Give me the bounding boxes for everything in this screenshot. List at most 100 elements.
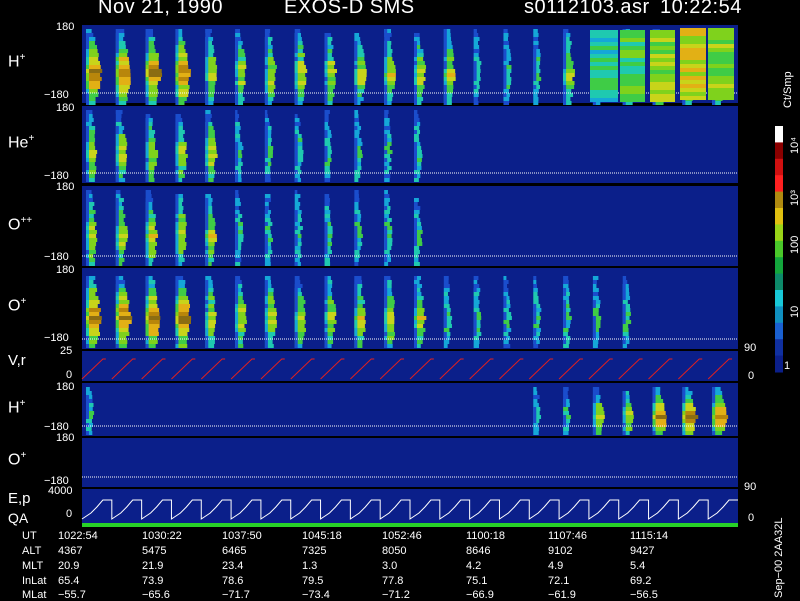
spectrogram-cell bbox=[294, 170, 302, 174]
spectrogram-cell bbox=[294, 222, 301, 226]
spectrogram-cell bbox=[354, 85, 366, 89]
spectrogram-cell bbox=[86, 210, 96, 214]
spectrogram-cell bbox=[235, 178, 239, 182]
spectrogram-cell bbox=[590, 74, 618, 78]
spectrogram-cell bbox=[205, 238, 217, 242]
spectrogram-cell bbox=[145, 126, 153, 130]
spectrogram-cell bbox=[533, 328, 537, 332]
spectrogram-cell bbox=[533, 61, 537, 65]
spectrogram-cell bbox=[563, 85, 567, 89]
spectrogram-cell bbox=[563, 312, 567, 316]
spectrogram-cell bbox=[650, 46, 675, 50]
spectrogram-cell bbox=[115, 69, 131, 73]
spectrogram-cell bbox=[563, 37, 570, 41]
colorbar-segment bbox=[775, 126, 783, 143]
spectrogram-cell bbox=[650, 62, 675, 66]
spectrogram-cell bbox=[175, 242, 187, 246]
spectrogram-cell bbox=[414, 142, 421, 146]
spectrogram-cell bbox=[145, 340, 158, 344]
y-tick-top: 25 bbox=[60, 345, 73, 357]
spectrogram-cell bbox=[590, 30, 618, 34]
spectrogram-cell bbox=[175, 73, 191, 77]
spectrogram-cell bbox=[235, 296, 243, 300]
spectrogram-cell bbox=[384, 292, 393, 296]
spectrogram-cell bbox=[473, 312, 481, 316]
spectrogram-cell bbox=[145, 69, 149, 73]
spectrogram-cell bbox=[622, 391, 630, 395]
spectrogram-cell bbox=[145, 174, 149, 178]
spectrogram-cell bbox=[650, 74, 675, 78]
spectrogram-cell bbox=[205, 202, 209, 206]
spectrogram-cell bbox=[235, 254, 241, 258]
spectrogram-cell bbox=[294, 258, 300, 262]
spectrogram-cell bbox=[205, 284, 209, 288]
spectrogram-cell bbox=[205, 134, 209, 138]
spectrogram-cell bbox=[86, 33, 89, 37]
spectrogram-cell bbox=[235, 328, 239, 332]
spectrogram-cell bbox=[205, 332, 209, 336]
spectrogram-cell bbox=[563, 304, 567, 308]
table-cell: 1022:54 bbox=[58, 530, 98, 542]
spectrogram-cell bbox=[235, 238, 239, 242]
colorbar-segment bbox=[775, 191, 783, 209]
spectrogram-cell bbox=[324, 49, 328, 53]
spectrogram-cell bbox=[86, 214, 94, 218]
colorbar-segment bbox=[775, 290, 783, 307]
spectrogram-cell bbox=[503, 77, 507, 81]
spectrogram-cell bbox=[652, 395, 662, 399]
spectrogram-cell bbox=[294, 332, 305, 336]
spectrogram-cell bbox=[205, 226, 209, 230]
spectrogram-cell bbox=[145, 250, 149, 254]
spectrogram-cell bbox=[235, 332, 239, 336]
spectrogram-cell bbox=[324, 89, 328, 93]
spectrogram-cell bbox=[175, 69, 179, 73]
spectrogram-cell bbox=[205, 214, 213, 218]
spectrogram-cell bbox=[86, 415, 94, 419]
spectrogram-cell bbox=[86, 174, 95, 178]
spectrogram-cell bbox=[563, 85, 575, 89]
colorbar-tick: 1 bbox=[784, 360, 791, 372]
spectrogram-cell bbox=[324, 246, 331, 250]
spectrogram-cell bbox=[443, 89, 454, 93]
spectrogram-cell bbox=[115, 262, 123, 266]
spectrogram-cell bbox=[264, 280, 268, 284]
spectrogram-cell bbox=[115, 101, 127, 105]
spectrogram-cell bbox=[354, 65, 358, 69]
spectrogram-cell bbox=[294, 308, 298, 312]
spectrogram-cell bbox=[115, 170, 119, 174]
spectrogram-cell bbox=[324, 296, 328, 300]
spectrogram-cell bbox=[235, 150, 242, 154]
spectrogram-cell bbox=[443, 41, 447, 45]
spectrogram-cell bbox=[115, 61, 119, 65]
spectrogram-cell bbox=[86, 65, 101, 69]
spectrogram-cell bbox=[86, 292, 89, 296]
spectrogram-cell bbox=[354, 101, 358, 105]
spectrogram-cell bbox=[145, 206, 149, 210]
spectrogram-cell bbox=[235, 308, 247, 312]
spectrogram-cell bbox=[503, 344, 507, 348]
spectrogram-cell bbox=[175, 57, 188, 61]
spectrogram-cell bbox=[620, 38, 645, 42]
spectrogram-cell bbox=[205, 174, 209, 178]
spectrogram-cell bbox=[354, 246, 358, 250]
spectrogram-cell bbox=[145, 320, 149, 324]
spectrogram-cell bbox=[175, 33, 179, 37]
spectrogram-cell bbox=[264, 97, 268, 101]
y-tick-bottom: −180 bbox=[44, 251, 69, 263]
spectrogram-cell bbox=[294, 81, 298, 85]
spectrogram-cell bbox=[592, 304, 596, 308]
spectrogram-cell bbox=[590, 94, 618, 98]
spectrogram-cell bbox=[205, 258, 209, 262]
spectrogram-cell bbox=[115, 65, 119, 69]
spectrogram-cell bbox=[115, 142, 128, 146]
spectrogram-cell bbox=[354, 324, 365, 328]
spectrogram-cell bbox=[354, 101, 361, 105]
spectrogram-cell bbox=[473, 69, 481, 73]
spectrogram-cell bbox=[384, 206, 388, 210]
spectrogram-cell bbox=[86, 178, 95, 182]
spectrogram-cell bbox=[533, 53, 537, 57]
spectrogram-cell bbox=[652, 387, 661, 391]
spectrogram-cell bbox=[145, 122, 153, 126]
spectrogram-cell bbox=[205, 65, 209, 69]
spectrogram-cell bbox=[145, 118, 153, 122]
